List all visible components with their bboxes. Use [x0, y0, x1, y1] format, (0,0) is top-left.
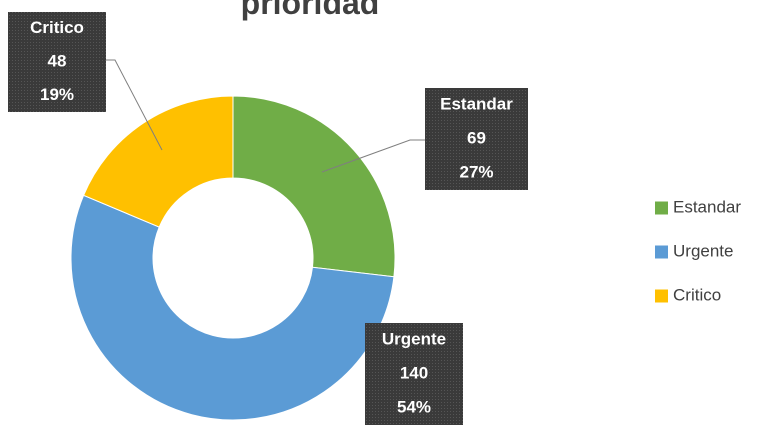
- chart-title: prioridad: [241, 0, 380, 21]
- data-label-percent: 27%: [459, 162, 493, 181]
- data-label-value: 69: [467, 128, 486, 147]
- donut-slice: [232, 95, 396, 278]
- legend-swatch: [655, 201, 668, 215]
- data-label-percent: 19%: [40, 85, 74, 104]
- donut-slice: [70, 194, 395, 421]
- legend-label: Estandar: [673, 197, 741, 216]
- data-label-name: Estandar: [440, 94, 513, 113]
- data-label-box: [8, 12, 106, 112]
- data-label-value: 140: [400, 363, 428, 382]
- legend-label: Urgente: [673, 241, 733, 260]
- data-label-percent: 54%: [397, 397, 431, 416]
- legend-swatch: [655, 245, 668, 259]
- donut-slice: [82, 95, 234, 228]
- data-label-value: 48: [48, 51, 67, 70]
- legend-label: Critico: [673, 285, 721, 304]
- data-label-box: [425, 88, 528, 190]
- leader-line: [321, 139, 425, 173]
- data-label-box: [365, 323, 463, 425]
- legend-swatch: [655, 289, 668, 303]
- data-label-name: Urgente: [382, 329, 446, 348]
- data-label-name: Critico: [30, 18, 84, 37]
- leader-line: [106, 59, 163, 151]
